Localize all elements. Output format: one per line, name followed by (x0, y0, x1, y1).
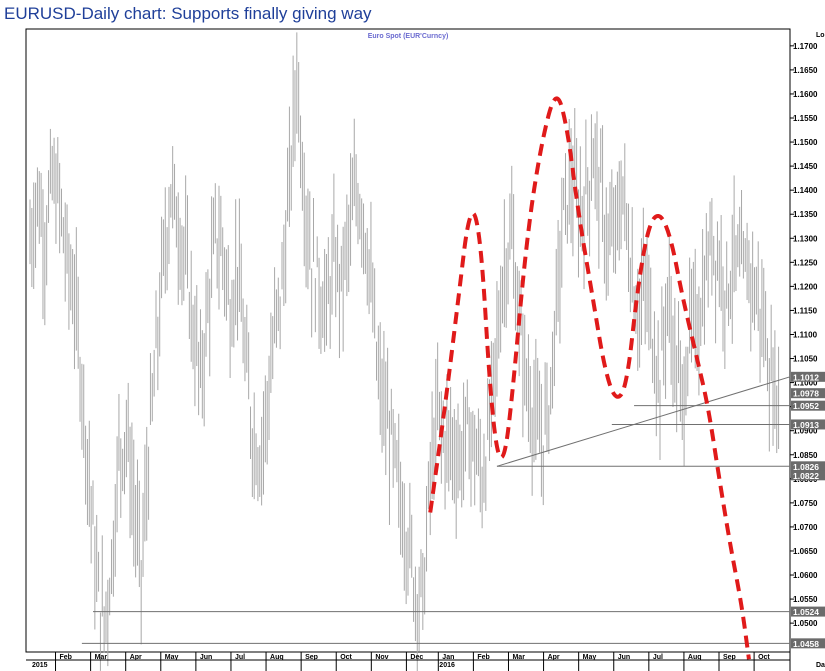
price-badge (791, 419, 825, 430)
price-bars (29, 32, 780, 671)
y-tick-label: 1.1600 (793, 90, 818, 99)
y-tick-label: 1.1150 (793, 306, 818, 315)
x-month-label: Aug (270, 654, 284, 661)
y-tick-label: 1.0650 (793, 547, 818, 556)
price-badge-label: 1.0458 (793, 639, 819, 649)
x-month-label: May (583, 654, 597, 661)
x-year-label: 2015 (32, 662, 48, 669)
y-tick-label: 1.1500 (793, 138, 818, 147)
price-badge-label: 1.0978 (793, 389, 819, 399)
x-month-label: Jul (235, 654, 245, 661)
y-tick-label: 1.1450 (793, 162, 818, 171)
y-tick-label: 1.1650 (793, 66, 818, 75)
pattern-line (428, 96, 751, 660)
y-axis: 1.1700 1.1650 1.1600 1.1550 1.1500 1.1450 1.14… (790, 42, 818, 628)
price-badge (791, 400, 825, 411)
head-and-shoulders-pattern (428, 96, 751, 660)
x-axis: Feb Mar Apr May Jun Jul Aug Sep Oct Nov Dec Jan Feb M… (26, 652, 790, 671)
y-tick-label: 1.1300 (793, 234, 818, 243)
x-month-label: Sep (305, 654, 318, 661)
price-badge-label: 1.0913 (793, 420, 819, 430)
price-badge (791, 388, 825, 399)
y-tick-label: 1.0550 (793, 595, 818, 604)
x-month-label: Apr (130, 654, 142, 661)
price-badge (791, 606, 825, 617)
rising-trendline (496, 376, 791, 467)
x-month-label: Jul (653, 654, 663, 661)
price-badge (791, 461, 825, 472)
x-month-label: Aug (688, 654, 702, 661)
price-badge-label: 1.0822 (793, 471, 819, 481)
price-badge-label: 1.0524 (793, 607, 819, 617)
price-badge-label: 1.0952 (793, 401, 819, 411)
price-badge (791, 638, 825, 649)
x-year-label: 2016 (439, 662, 455, 669)
y-tick-label: 1.0850 (793, 451, 818, 460)
x-month-label: Mar (95, 654, 108, 661)
y-tick-label: 1.1550 (793, 114, 818, 123)
x-month-label: Sep (723, 654, 736, 661)
price-badge-label: 1.0826 (793, 462, 819, 472)
x-month-label: Oct (340, 654, 352, 661)
y-tick-label: 1.1050 (793, 355, 818, 364)
x-month-label: Feb (477, 654, 489, 661)
x-month-label: Jun (200, 654, 212, 661)
y-tick-label: 1.0700 (793, 523, 818, 532)
corner-label-top: Lo (816, 32, 825, 39)
y-tick-label: 1.0600 (793, 571, 818, 580)
y-tick-label: 1.1400 (793, 186, 818, 195)
x-month-label: Feb (60, 654, 72, 661)
y-tick-label: 1.0750 (793, 499, 818, 508)
y-tick-label: 1.1350 (793, 210, 818, 219)
x-month-label: Jun (618, 654, 630, 661)
y-tick-label: 1.1700 (793, 42, 818, 51)
page-title: EURUSD-Daily chart: Supports finally giv… (4, 4, 372, 23)
y-tick-label: 1.1100 (793, 330, 818, 339)
price-badge (791, 371, 825, 382)
x-month-label: Dec (410, 654, 423, 661)
x-month-label: May (165, 654, 179, 661)
price-badge-label: 1.1012 (793, 372, 819, 382)
y-tick-label: 1.0500 (793, 619, 818, 628)
series-title: Euro Spot (EUR'Curncy) (368, 33, 449, 40)
x-month-label: Oct (758, 654, 770, 661)
x-month-label: Jan (442, 654, 454, 661)
y-tick-label: 1.0900 (793, 427, 818, 436)
x-month-label: Mar (512, 654, 525, 661)
price-badge (791, 470, 825, 481)
x-month-label: Nov (375, 654, 388, 661)
x-month-label: Apr (548, 654, 560, 661)
corner-label-bottom: Da (816, 662, 825, 669)
y-tick-label: 1.1000 (793, 379, 818, 388)
y-tick-label: 1.1250 (793, 258, 818, 267)
y-tick-label: 1.1200 (793, 282, 818, 291)
support-lines (81, 376, 791, 644)
